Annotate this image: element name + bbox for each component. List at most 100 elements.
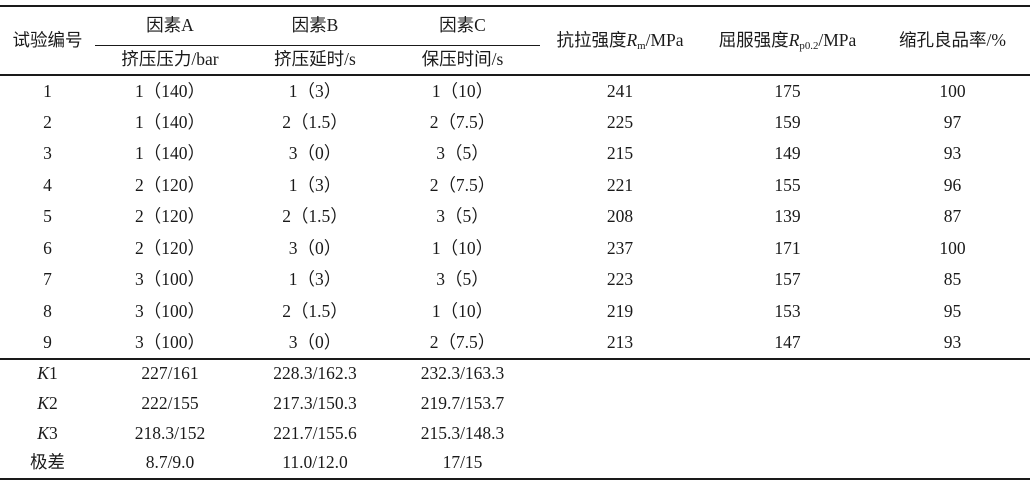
cell-yield: 159 bbox=[774, 111, 801, 132]
cell-factor-b: 2（1.5） bbox=[282, 206, 348, 226]
cell-factor-b: 1（3） bbox=[288, 80, 342, 101]
summary-factor-c: 219.7/153.7 bbox=[420, 392, 505, 413]
summary-factor-c: 215.3/148.3 bbox=[420, 422, 505, 443]
cell-tensile: 241 bbox=[606, 80, 634, 101]
cell-factor-c: 3（5） bbox=[436, 269, 489, 289]
table-row: 2 1（140） 2（1.5） 2（7.5） 225 159 97 bbox=[0, 107, 1030, 139]
header-row-1: 试验编号 因素A 因素B 因素C 抗拉强度Rm/MPa 屈服强度Rp0.2/MP… bbox=[0, 6, 1030, 51]
cell-rate: 85 bbox=[943, 269, 962, 289]
summary-factor-a: 218.3/152 bbox=[134, 422, 206, 443]
summary-rows: K1 227/161 228.3/162.3 232.3/163.3 K2 22… bbox=[0, 357, 1030, 479]
summary-label: K1 bbox=[0, 357, 95, 389]
cell-factor-a: 3（100） bbox=[135, 269, 205, 289]
summary-label: K2 bbox=[0, 389, 95, 419]
summary-factor-b: 217.3/150.3 bbox=[273, 392, 357, 413]
cell-tensile: 225 bbox=[606, 111, 634, 132]
header-factor-b: 因素B bbox=[245, 6, 385, 46]
cell-yield: 157 bbox=[774, 269, 801, 289]
cell-rate: 97 bbox=[943, 111, 962, 132]
cell-test-no: 1 bbox=[43, 80, 52, 101]
table-row: 4 2（120） 1（3） 2（7.5） 221 155 96 bbox=[0, 170, 1030, 202]
summary-label-text: 2 bbox=[48, 392, 58, 413]
header-good-rate: 缩孔良品率/% bbox=[899, 29, 1006, 50]
cell-yield: 171 bbox=[774, 237, 801, 258]
cell-yield: 147 bbox=[774, 331, 801, 352]
header-row-2: 挤压压力/bar 挤压延时/s 保压时间/s bbox=[0, 45, 1030, 75]
summary-row-k1: K1 227/161 228.3/162.3 232.3/163.3 bbox=[0, 357, 1030, 389]
orthogonal-experiment-table: 试验编号 因素A 因素B 因素C 抗拉强度Rm/MPa 屈服强度Rp0.2/MP… bbox=[0, 5, 1030, 480]
table-row: 5 2（120） 2（1.5） 3（5） 208 139 87 bbox=[0, 201, 1030, 233]
cell-factor-c: 3（5） bbox=[436, 206, 489, 226]
cell-factor-a: 3（100） bbox=[135, 300, 205, 321]
header-test-no: 试验编号 bbox=[12, 29, 83, 50]
cell-factor-a: 1（140） bbox=[135, 80, 205, 101]
cell-factor-c: 1（10） bbox=[431, 300, 494, 321]
yield-prefix: 屈服强度 bbox=[718, 29, 789, 50]
cell-factor-b: 2（1.5） bbox=[282, 300, 348, 321]
cell-rate: 93 bbox=[943, 331, 962, 352]
cell-test-no: 6 bbox=[43, 237, 52, 258]
table-row: 6 2（120） 3（0） 1（10） 237 171 100 bbox=[0, 233, 1030, 265]
summary-factor-b: 221.7/155.6 bbox=[273, 422, 357, 443]
cell-tensile: 221 bbox=[606, 174, 634, 195]
cell-tensile: 215 bbox=[606, 143, 634, 163]
yield-subscript: p0.2 bbox=[799, 39, 819, 52]
summary-row-range: 极差 8.7/9.0 11.0/12.0 17/15 bbox=[0, 449, 1030, 479]
cell-test-no: 3 bbox=[43, 143, 52, 163]
summary-factor-b: 11.0/12.0 bbox=[282, 452, 348, 473]
table-row: 3 1（140） 3（0） 3（5） 215 149 93 bbox=[0, 138, 1030, 170]
cell-test-no: 5 bbox=[43, 206, 52, 226]
cell-factor-a: 1（140） bbox=[135, 111, 205, 132]
cell-tensile: 208 bbox=[606, 206, 634, 226]
summary-row-k3: K3 218.3/152 221.7/155.6 215.3/148.3 bbox=[0, 419, 1030, 449]
cell-factor-b: 2（1.5） bbox=[282, 111, 348, 132]
cell-rate: 100 bbox=[939, 80, 966, 101]
summary-label-text: 极差 bbox=[30, 452, 65, 473]
cell-factor-b: 3（0） bbox=[288, 143, 342, 163]
summary-factor-b: 228.3/162.3 bbox=[245, 357, 385, 389]
summary-label-text: 1 bbox=[48, 363, 58, 384]
cell-rate: 87 bbox=[943, 206, 962, 226]
header-factor-b-sub: 挤压延时/s bbox=[274, 49, 356, 69]
cell-factor-b: 1（3） bbox=[288, 269, 342, 289]
cell-factor-a: 1（140） bbox=[135, 143, 205, 163]
summary-label-symbol: K bbox=[37, 392, 49, 413]
summary-factor-a: 8.7/9.0 bbox=[145, 452, 195, 473]
header-tensile-strength: 抗拉强度Rm/MPa bbox=[540, 6, 700, 75]
summary-label: 极差 bbox=[0, 449, 95, 479]
summary-row-k2: K2 222/155 217.3/150.3 219.7/153.7 bbox=[0, 389, 1030, 419]
cell-factor-a: 2（120） bbox=[135, 174, 205, 195]
table-row: 9 3（100） 3（0） 2（7.5） 213 147 93 bbox=[0, 327, 1030, 359]
cell-yield: 153 bbox=[774, 300, 801, 321]
summary-label-symbol: K bbox=[37, 422, 49, 443]
cell-factor-c: 1（10） bbox=[431, 237, 494, 258]
summary-label: K3 bbox=[0, 419, 95, 449]
cell-test-no: 2 bbox=[43, 111, 52, 132]
yield-symbol: R bbox=[788, 29, 800, 50]
header-yield-strength: 屈服强度Rp0.2/MPa bbox=[700, 6, 875, 75]
cell-rate: 96 bbox=[943, 174, 962, 195]
summary-empty bbox=[540, 357, 1030, 389]
summary-empty bbox=[540, 419, 1030, 449]
cell-yield: 139 bbox=[774, 206, 801, 226]
cell-rate: 100 bbox=[939, 237, 966, 258]
cell-factor-c: 2（7.5） bbox=[429, 174, 496, 195]
header-factor-c-sub: 保压时间/s bbox=[421, 49, 504, 69]
summary-factor-a: 227/161 bbox=[95, 357, 245, 389]
cell-tensile: 219 bbox=[606, 300, 634, 321]
cell-factor-b: 3（0） bbox=[288, 331, 342, 352]
summary-empty bbox=[540, 449, 1030, 479]
tensile-symbol: R bbox=[626, 29, 638, 50]
cell-factor-a: 2（120） bbox=[135, 237, 205, 258]
cell-test-no: 7 bbox=[43, 269, 52, 289]
cell-yield: 175 bbox=[774, 80, 801, 101]
cell-factor-b: 1（3） bbox=[288, 174, 342, 195]
cell-factor-c: 1（10） bbox=[431, 80, 494, 101]
cell-yield: 155 bbox=[774, 174, 801, 195]
cell-factor-a: 3（100） bbox=[135, 331, 205, 352]
header-factor-c: 因素C bbox=[385, 6, 540, 46]
cell-tensile: 213 bbox=[606, 331, 634, 352]
summary-label-text: 3 bbox=[48, 422, 58, 443]
yield-unit: /MPa bbox=[818, 29, 857, 50]
